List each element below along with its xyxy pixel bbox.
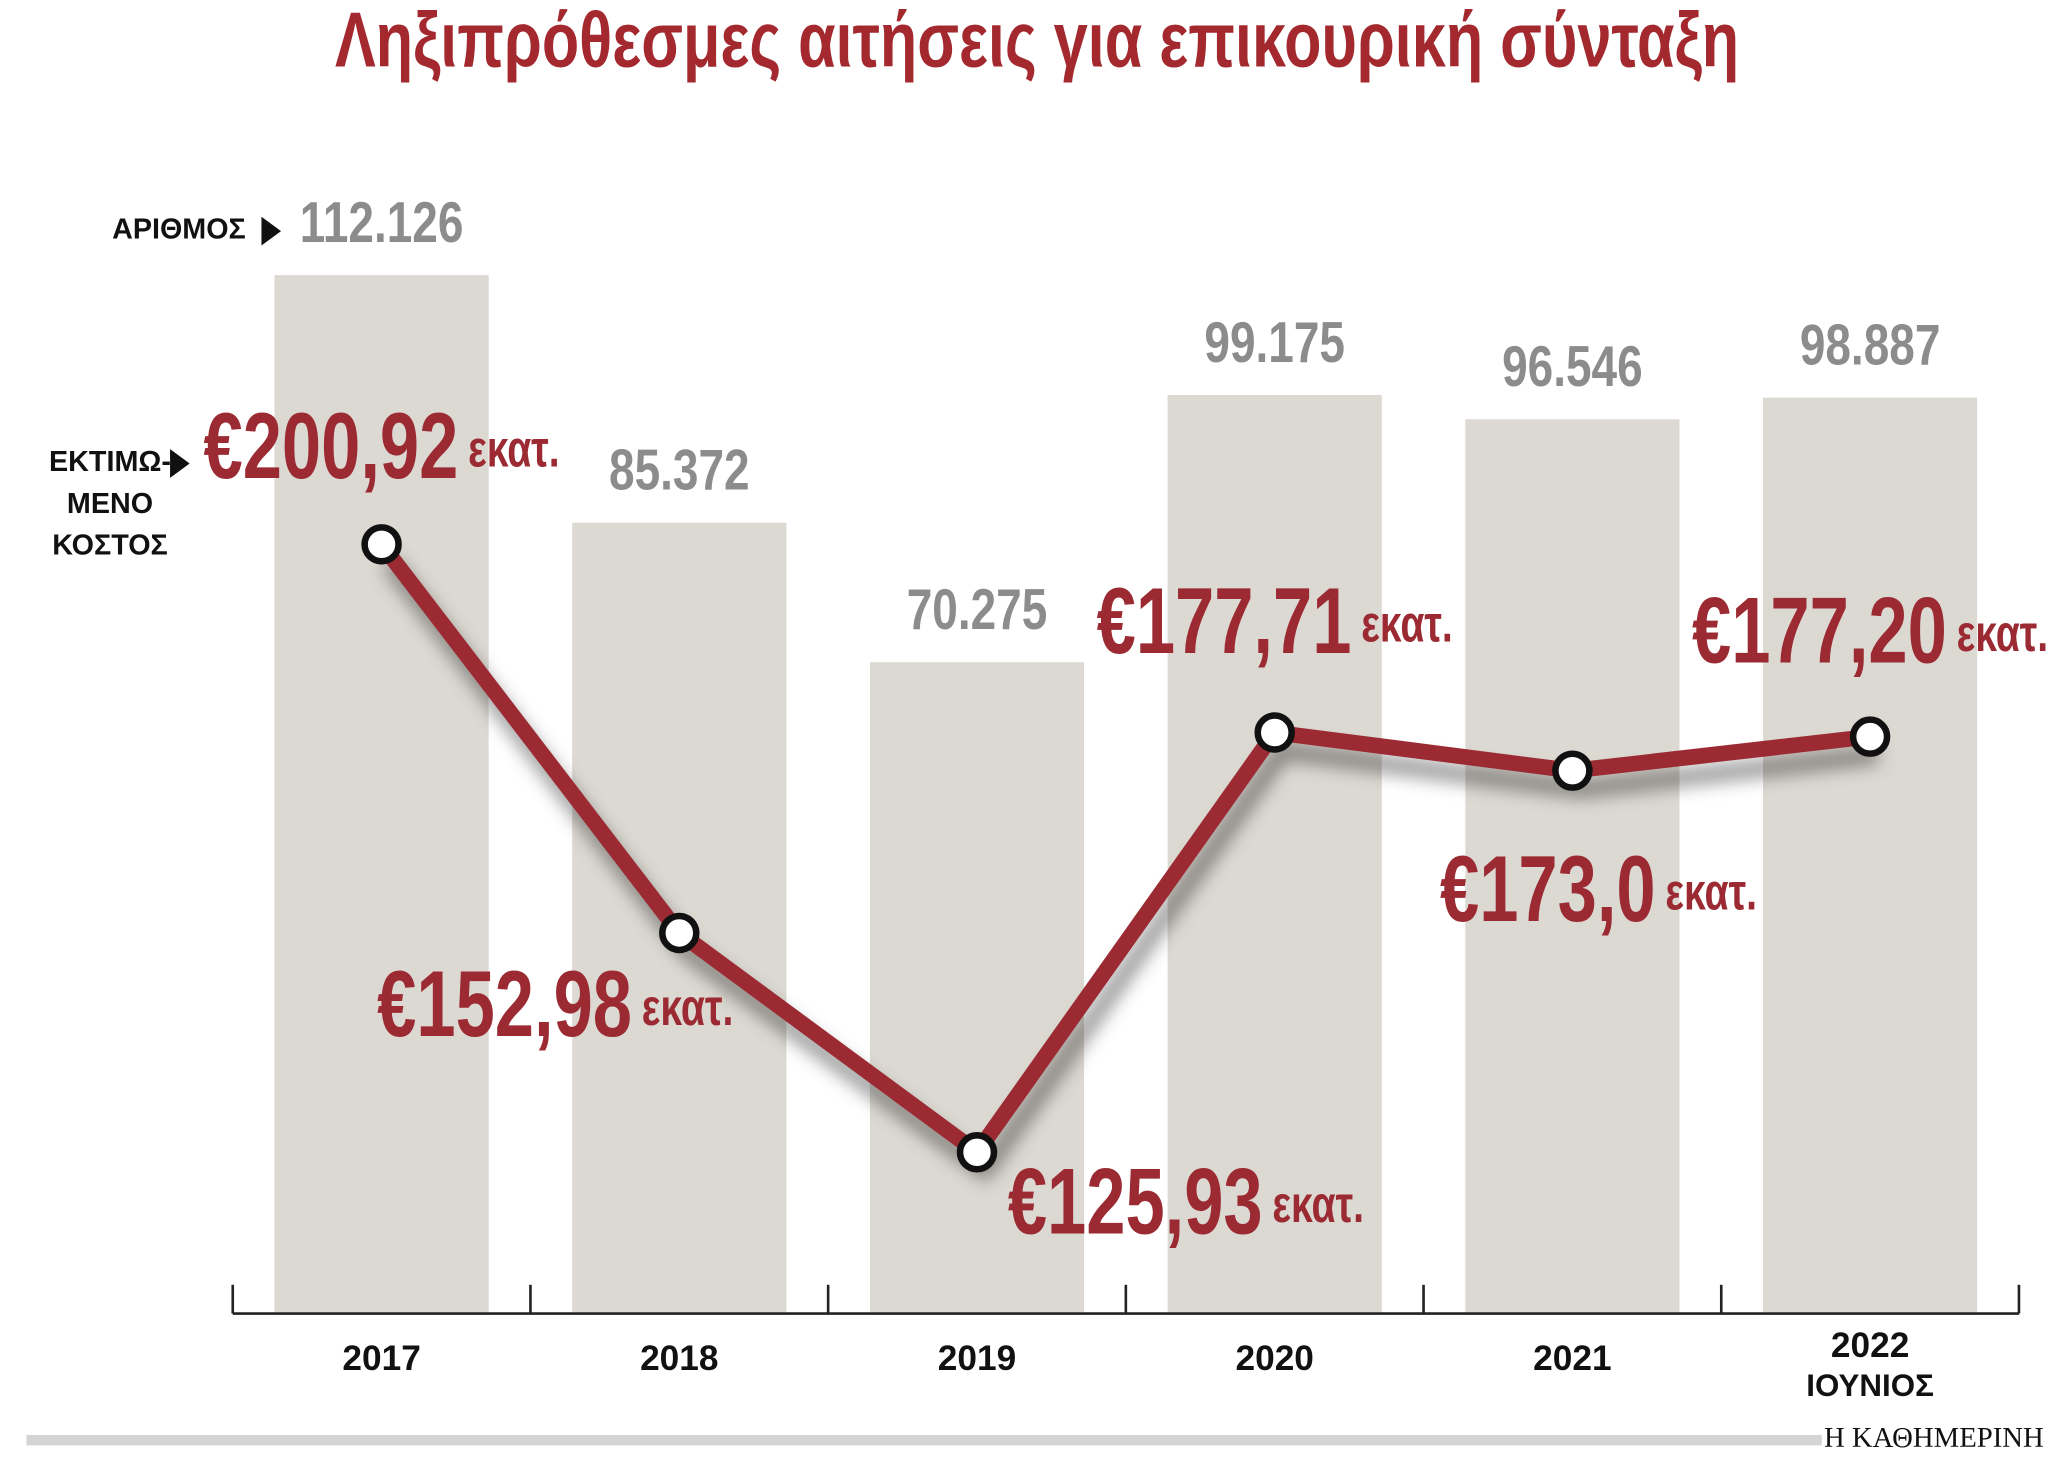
chart-title: Ληξιπρόθεσμες αιτήσεις για επικουρική σύ… <box>335 0 1739 83</box>
line-value: €177,20 <box>1692 577 1947 682</box>
x-tick-label: 2019 <box>938 1339 1016 1378</box>
line-value-label: €125,93 εκατ. <box>1008 1148 1364 1253</box>
bar-value-label: 99.175 <box>1204 311 1345 375</box>
bar-value-label: 70.275 <box>907 578 1048 642</box>
line-marker <box>361 524 402 565</box>
line-marker <box>1849 716 1891 757</box>
legend-label: ΚΟΣΤΟΣ <box>52 530 168 562</box>
pointer <box>261 216 282 246</box>
line-value-unit: εκατ. <box>1665 862 1757 921</box>
bar-value-label: 98.887 <box>1800 314 1941 378</box>
line-value-label: €177,71 εκατ. <box>1097 568 1453 673</box>
line-marker <box>659 912 700 954</box>
bar-layer <box>274 275 1978 1313</box>
line <box>375 539 1871 1164</box>
line-value-unit: εκατ. <box>1361 594 1453 653</box>
line-value: €152,98 <box>377 951 632 1056</box>
x-tick-label: 2021 <box>1533 1339 1611 1378</box>
line-value-label: €173,0 εκατ. <box>1440 836 1757 941</box>
pointer <box>170 449 190 478</box>
bar-value-label: 112.126 <box>300 191 464 255</box>
line-layer <box>361 524 1891 1182</box>
line-value: €125,93 <box>1008 1148 1263 1253</box>
footer-rule <box>26 1434 1822 1446</box>
line-marker <box>1254 712 1295 753</box>
x-tick-note: ΙΟΥΝΙΟΣ <box>1806 1368 1934 1403</box>
bar <box>274 275 489 1313</box>
x-tick-label: 2022 <box>1831 1326 1909 1365</box>
bar-value-label: 96.546 <box>1502 335 1643 399</box>
legend-label: ΜΕΝΟ <box>67 488 153 520</box>
line-value-unit: εκατ. <box>1957 604 2048 663</box>
line-value-unit: εκατ. <box>1272 1175 1364 1234</box>
label-layer: 112.126 85.372 70.275 99.175 96.546 98.887 €20… <box>203 191 2048 1253</box>
x-tick-label: 2018 <box>640 1339 718 1378</box>
bar <box>869 662 1085 1313</box>
x-tick-label: 2017 <box>342 1339 420 1378</box>
line-value-unit: εκατ. <box>468 419 560 478</box>
line-value-unit: εκατ. <box>642 978 734 1037</box>
line-marker <box>1552 750 1593 791</box>
bar <box>1763 397 1978 1313</box>
bar <box>1465 419 1680 1313</box>
line-value-label: €177,20 εκατ. <box>1692 577 2048 682</box>
source: Η ΚΑΘΗΜΕΡΙΝΗ <box>1824 1422 2044 1454</box>
line-value-label: €152,98 εκατ. <box>377 951 733 1056</box>
line-value: €200,92 <box>203 393 458 498</box>
bar-value-label: 85.372 <box>609 439 750 503</box>
legend-label: ΑΡΙΘΜΟΣ <box>112 214 246 246</box>
line-marker <box>956 1132 998 1173</box>
line-value: €173,0 <box>1440 836 1656 941</box>
line-value: €177,71 <box>1097 568 1352 673</box>
legend-label: ΕΚΤΙΜΩ- <box>49 446 171 478</box>
line-value-label: €200,92 εκατ. <box>203 393 559 498</box>
x-tick-label: 2020 <box>1235 1339 1313 1378</box>
